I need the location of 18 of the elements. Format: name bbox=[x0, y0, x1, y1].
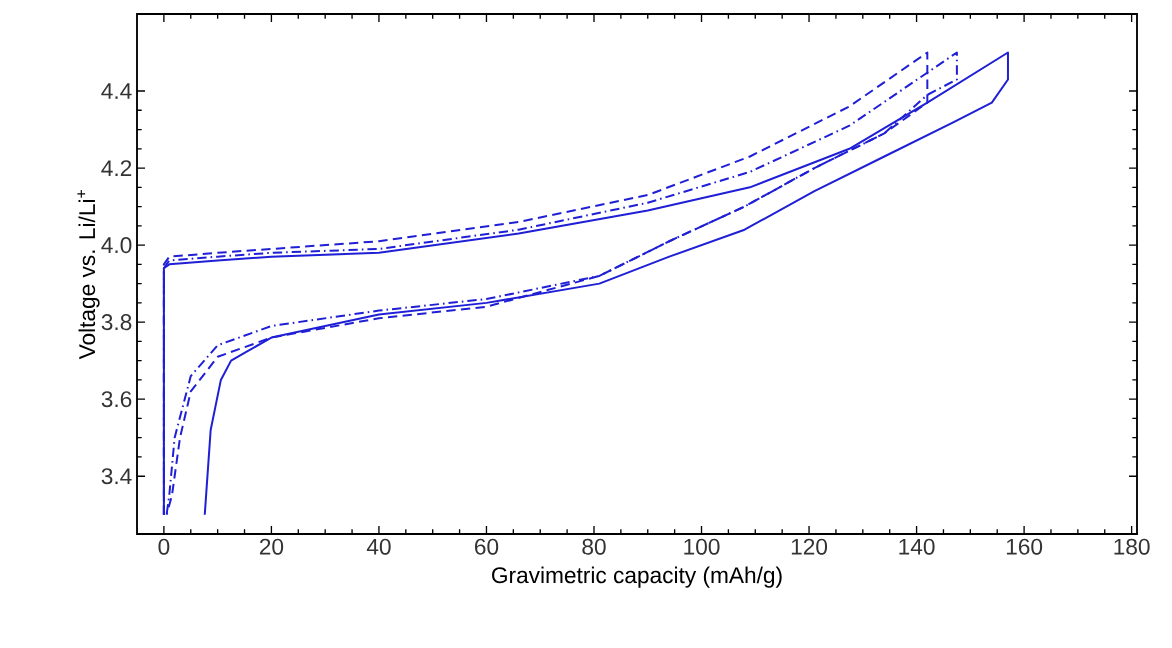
y-tick-label: 4.2 bbox=[101, 160, 132, 176]
x-tick-label: 80 bbox=[582, 538, 606, 555]
y-tick-label: 3.8 bbox=[101, 314, 132, 331]
x-tick-label: 40 bbox=[366, 538, 391, 555]
x-tick-label: 120 bbox=[791, 538, 828, 555]
y-tick-label: 4.4 bbox=[101, 83, 132, 99]
x-tick-label: 100 bbox=[684, 538, 720, 555]
y-tick-label: 3.6 bbox=[101, 391, 132, 408]
y-axis-title: Voltage vs. Li/Li$^{+}$ bbox=[77, 190, 100, 360]
x-tick-label: 20 bbox=[259, 538, 284, 555]
y-tick-label: 3.4 bbox=[101, 468, 132, 485]
x-tick-label: 140 bbox=[899, 538, 935, 555]
x-tick-label: 180 bbox=[1114, 538, 1150, 555]
x-tick-label: 160 bbox=[1006, 538, 1043, 555]
x-tick-label: 60 bbox=[475, 538, 499, 555]
x-tick-label: 0 bbox=[158, 538, 170, 555]
x-axis-title: Gravimetric capacity (mAh/g) bbox=[492, 566, 782, 588]
y-tick-label: 4.0 bbox=[101, 237, 132, 254]
